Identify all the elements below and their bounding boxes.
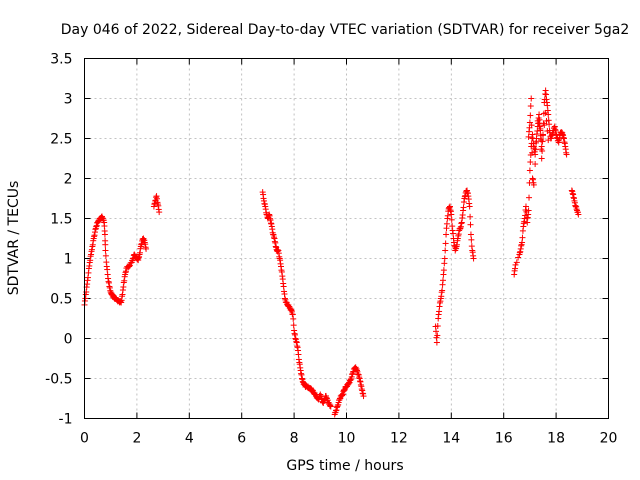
- data-point: [528, 95, 535, 102]
- data-point: [467, 213, 474, 220]
- data-point: [536, 111, 543, 118]
- data-point: [527, 112, 534, 119]
- data-point: [290, 315, 297, 322]
- data-point: [102, 252, 109, 259]
- data-point: [467, 221, 474, 228]
- data-point: [434, 332, 441, 339]
- y-tick-label: 0.5: [50, 292, 72, 308]
- x-tick-label: 2: [132, 431, 141, 447]
- data-point: [538, 137, 545, 144]
- data-point: [512, 261, 519, 268]
- data-point: [126, 263, 133, 270]
- y-tick-label: 2: [64, 172, 73, 188]
- data-point: [468, 236, 475, 243]
- data-point: [535, 120, 542, 127]
- data-points: [81, 87, 582, 418]
- data-point: [522, 203, 529, 210]
- data-point: [126, 262, 133, 269]
- data-point: [525, 207, 532, 214]
- y-tick-label: -1: [59, 412, 73, 428]
- data-point: [439, 287, 446, 294]
- x-tick-label: 12: [390, 431, 408, 447]
- data-point: [537, 125, 544, 132]
- data-point: [525, 133, 532, 140]
- x-tick-label: 16: [495, 431, 513, 447]
- data-point: [327, 403, 334, 410]
- data-point: [575, 211, 582, 218]
- data-point: [433, 339, 440, 346]
- data-point: [515, 254, 522, 261]
- data-point: [443, 231, 450, 238]
- x-tick-label: 6: [237, 431, 246, 447]
- x-tick-label: 18: [547, 431, 565, 447]
- data-point: [102, 241, 109, 248]
- data-point: [533, 138, 540, 145]
- data-point: [544, 128, 551, 135]
- data-point: [545, 137, 552, 144]
- data-point: [538, 155, 545, 162]
- data-point: [539, 138, 546, 145]
- data-point: [466, 203, 473, 210]
- data-point: [538, 143, 545, 150]
- x-tick-label: 10: [338, 431, 356, 447]
- grid: [84, 58, 609, 419]
- y-tick-label: 0: [64, 332, 73, 348]
- data-point: [532, 161, 539, 168]
- y-tick-label: 1: [64, 252, 73, 268]
- data-point: [448, 216, 455, 223]
- data-point: [443, 220, 450, 227]
- data-point: [541, 122, 548, 129]
- data-point: [460, 204, 467, 211]
- x-tick-label: 4: [185, 431, 194, 447]
- x-axis-label: GPS time / hours: [286, 458, 403, 474]
- data-point: [527, 159, 534, 166]
- data-point: [440, 277, 447, 284]
- data-point: [433, 328, 440, 335]
- data-point: [530, 181, 537, 188]
- x-tick-label: 0: [80, 431, 89, 447]
- chart-title: Day 046 of 2022, Sidereal Day-to-day VTE…: [61, 22, 630, 38]
- data-point: [528, 122, 535, 129]
- data-point: [526, 194, 533, 201]
- data-point: [526, 167, 533, 174]
- data-point: [434, 323, 441, 330]
- data-point: [156, 209, 163, 216]
- data-point: [467, 231, 474, 238]
- data-point: [543, 118, 550, 125]
- y-tick-label: 3.5: [50, 52, 72, 68]
- x-tick-label: 20: [600, 431, 618, 447]
- data-point: [442, 240, 449, 247]
- data-point: [101, 231, 108, 238]
- x-tick-label: 14: [442, 431, 460, 447]
- data-point: [143, 245, 150, 252]
- data-point: [290, 322, 297, 329]
- data-point: [519, 234, 526, 241]
- y-tick-label: 1.5: [50, 212, 72, 228]
- data-point: [442, 247, 449, 254]
- data-point: [448, 211, 455, 218]
- data-point: [440, 267, 447, 274]
- plot-frame: [84, 58, 609, 419]
- y-tick-label: 2.5: [50, 132, 72, 148]
- data-point: [441, 255, 448, 262]
- data-point: [470, 255, 477, 262]
- data-point: [540, 132, 546, 139]
- data-point: [102, 247, 109, 254]
- data-point: [529, 149, 536, 156]
- y-tick-label: 3: [64, 92, 73, 108]
- y-tick-label: -0.5: [45, 372, 72, 388]
- y-axis-label: SDTVAR / TECUs: [6, 181, 22, 296]
- data-point: [532, 146, 539, 153]
- data-point: [542, 109, 549, 116]
- data-point: [513, 259, 520, 266]
- x-tick-label: 8: [290, 431, 299, 447]
- data-point: [360, 393, 367, 400]
- axis-ticks: 0 2 4 6 8 10 12 14 16 18 20 -1 -0.5 0 0.5 1 1.5 2 2.5 3 3.5: [45, 52, 617, 447]
- data-point: [546, 121, 553, 128]
- data-point: [563, 151, 570, 158]
- data-point: [527, 103, 534, 110]
